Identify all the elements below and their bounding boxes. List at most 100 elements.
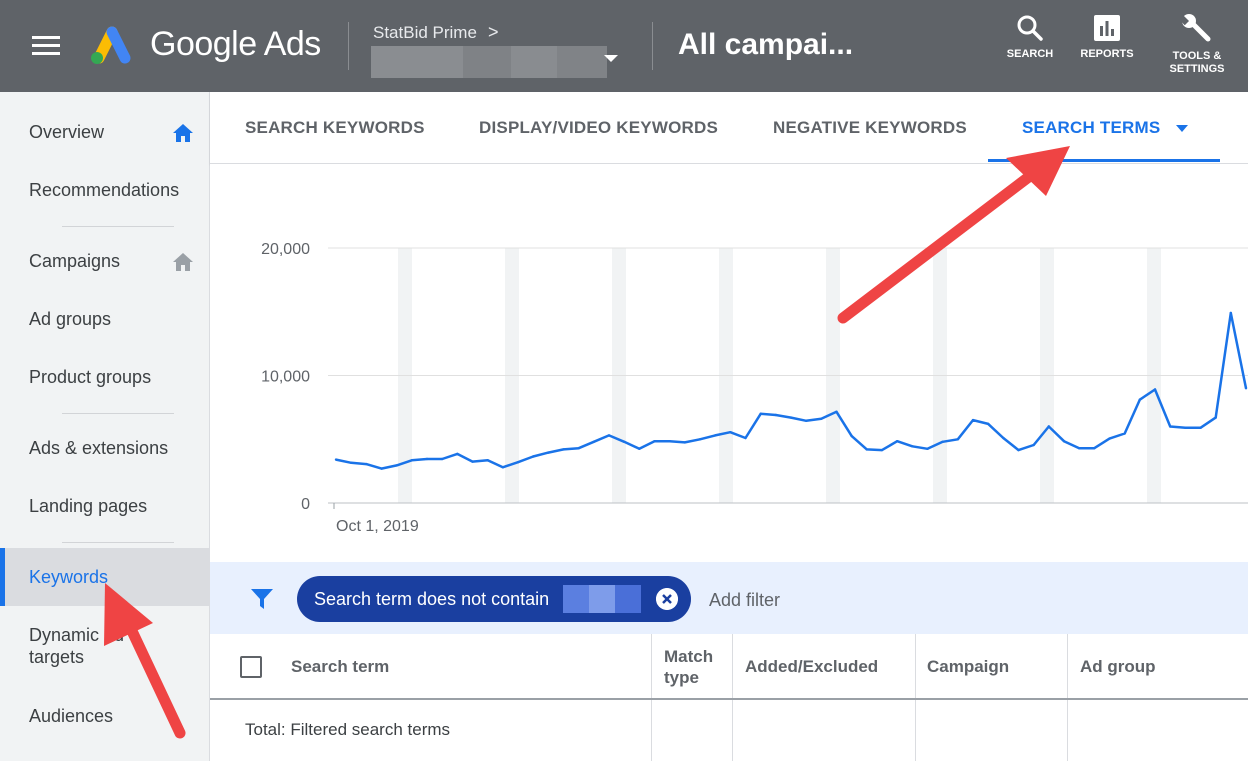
table-total-row: Total: Filtered search terms xyxy=(210,700,1248,761)
data-point xyxy=(334,458,338,461)
reports-button[interactable]: REPORTS xyxy=(1077,14,1137,61)
nav-item-label: Ads & extensions xyxy=(29,438,169,458)
nav-item-recommendations[interactable]: Recommendations xyxy=(0,179,209,201)
account-name[interactable]: StatBid Prime xyxy=(373,23,477,42)
data-point xyxy=(1078,447,1081,450)
data-point xyxy=(638,447,641,450)
data-point xyxy=(744,436,747,440)
nav-item-audiences[interactable]: Audiences xyxy=(0,705,209,727)
performance-chart: 20,000 10,000 0 Oct 1, 2019 xyxy=(210,164,1248,562)
data-point xyxy=(380,467,383,470)
column-divider xyxy=(915,700,916,761)
data-point xyxy=(516,461,520,464)
data-point xyxy=(1047,425,1050,428)
search-icon xyxy=(1017,15,1043,41)
data-point xyxy=(774,413,777,417)
keyword-tabs: SEARCH KEYWORDS DISPLAY/VIDEO KEYWORDS N… xyxy=(210,92,1248,164)
tab-display-video-keywords[interactable]: DISPLAY/VIDEO KEYWORDS xyxy=(479,118,718,137)
tools-label-line1: TOOLS & xyxy=(1172,50,1222,62)
account-dropdown-icon[interactable] xyxy=(604,55,618,62)
data-point xyxy=(1093,447,1096,450)
search-button[interactable]: SEARCH xyxy=(1000,14,1060,61)
data-point xyxy=(1138,398,1141,401)
nav-item-label: Ad groups xyxy=(29,309,112,329)
search-button-label: SEARCH xyxy=(1006,48,1054,60)
tab-search-terms[interactable]: SEARCH TERMS xyxy=(1022,118,1161,137)
nav-item-dynamic-ad-targets[interactable]: Dynamic ad targets xyxy=(0,624,209,668)
data-point xyxy=(1123,432,1126,435)
nav-item-label: Product groups xyxy=(29,367,152,387)
nav-item-label: Audiences xyxy=(29,706,114,726)
data-point xyxy=(1229,311,1232,315)
google-ads-logo[interactable] xyxy=(86,22,134,66)
data-point xyxy=(698,438,702,441)
data-point xyxy=(456,452,459,456)
column-campaign[interactable]: Campaign xyxy=(927,657,1010,676)
data-point xyxy=(683,441,686,444)
nav-item-ad-groups[interactable]: Ad groups xyxy=(0,308,209,330)
data-point xyxy=(501,466,504,469)
nav-item-keywords[interactable]: Keywords xyxy=(0,548,209,606)
data-point xyxy=(623,440,626,443)
data-point xyxy=(441,457,444,461)
data-point xyxy=(835,410,838,413)
table-header: Search term Match type Added/Excluded Ca… xyxy=(210,634,1248,700)
nav-item-label-line2: targets xyxy=(29,647,85,667)
select-all-checkbox[interactable] xyxy=(240,656,262,678)
data-point xyxy=(653,440,656,443)
redacted-filter-value xyxy=(563,585,641,613)
page-title: All campai... xyxy=(678,28,854,61)
data-point xyxy=(395,464,398,467)
nav-item-campaigns[interactable]: Campaigns xyxy=(0,250,209,272)
data-point xyxy=(729,431,732,434)
column-search-term[interactable]: Search term xyxy=(291,657,390,676)
tab-negative-keywords[interactable]: NEGATIVE KEYWORDS xyxy=(773,118,967,137)
data-point xyxy=(668,440,671,443)
column-divider xyxy=(651,634,652,698)
total-label: Total: Filtered search terms xyxy=(245,720,451,739)
menu-icon[interactable] xyxy=(32,36,60,56)
line-chart: 20,000 10,000 0 Oct 1, 2019 xyxy=(261,241,1248,535)
data-point xyxy=(956,438,959,441)
column-match-type[interactable]: Match type xyxy=(664,646,713,688)
nav-item-overview[interactable]: Overview xyxy=(0,121,209,143)
column-added-excluded[interactable]: Added/Excluded xyxy=(745,657,879,676)
data-point xyxy=(365,462,368,466)
home-icon xyxy=(173,253,193,271)
tab-dropdown-icon[interactable] xyxy=(1176,125,1188,132)
header-divider xyxy=(348,22,349,70)
redacted-account-id[interactable] xyxy=(371,46,607,78)
tab-search-keywords[interactable]: SEARCH KEYWORDS xyxy=(245,118,425,137)
left-navigation: Overview Recommendations Campaigns Ad gr… xyxy=(0,92,210,761)
data-point xyxy=(880,448,884,452)
match-type-line1: Match xyxy=(664,647,714,666)
filter-chip[interactable]: Search term does not contain xyxy=(297,576,691,622)
nav-item-landing-pages[interactable]: Landing pages xyxy=(0,495,209,517)
top-app-bar: Google Ads StatBid Prime > All campai...… xyxy=(0,0,1248,92)
tools-settings-button[interactable]: TOOLS & SETTINGS xyxy=(1160,14,1234,76)
data-point xyxy=(1214,416,1217,419)
data-point xyxy=(896,440,899,443)
data-point xyxy=(547,451,550,454)
column-divider xyxy=(651,700,652,761)
data-point xyxy=(471,460,474,463)
column-divider xyxy=(732,634,733,698)
nav-item-product-groups[interactable]: Product groups xyxy=(0,366,209,388)
close-icon[interactable] xyxy=(656,588,678,610)
data-point xyxy=(532,455,535,458)
data-point xyxy=(865,448,868,451)
data-point xyxy=(577,447,580,450)
filter-bar: Search term does not contain Add filter xyxy=(210,562,1248,634)
nav-item-label: Campaigns xyxy=(29,251,121,271)
data-point xyxy=(926,447,929,450)
filter-icon[interactable] xyxy=(250,588,274,610)
nav-item-label-line1: Dynamic ad xyxy=(29,625,125,645)
header-divider xyxy=(652,22,653,70)
nav-item-label: Recommendations xyxy=(29,180,180,200)
column-divider xyxy=(732,700,733,761)
add-filter-button[interactable]: Add filter xyxy=(709,590,781,610)
data-point xyxy=(562,448,565,451)
column-ad-group[interactable]: Ad group xyxy=(1080,657,1156,676)
nav-item-ads-extensions[interactable]: Ads & extensions xyxy=(0,437,209,459)
product-name: Google Ads xyxy=(150,25,321,63)
